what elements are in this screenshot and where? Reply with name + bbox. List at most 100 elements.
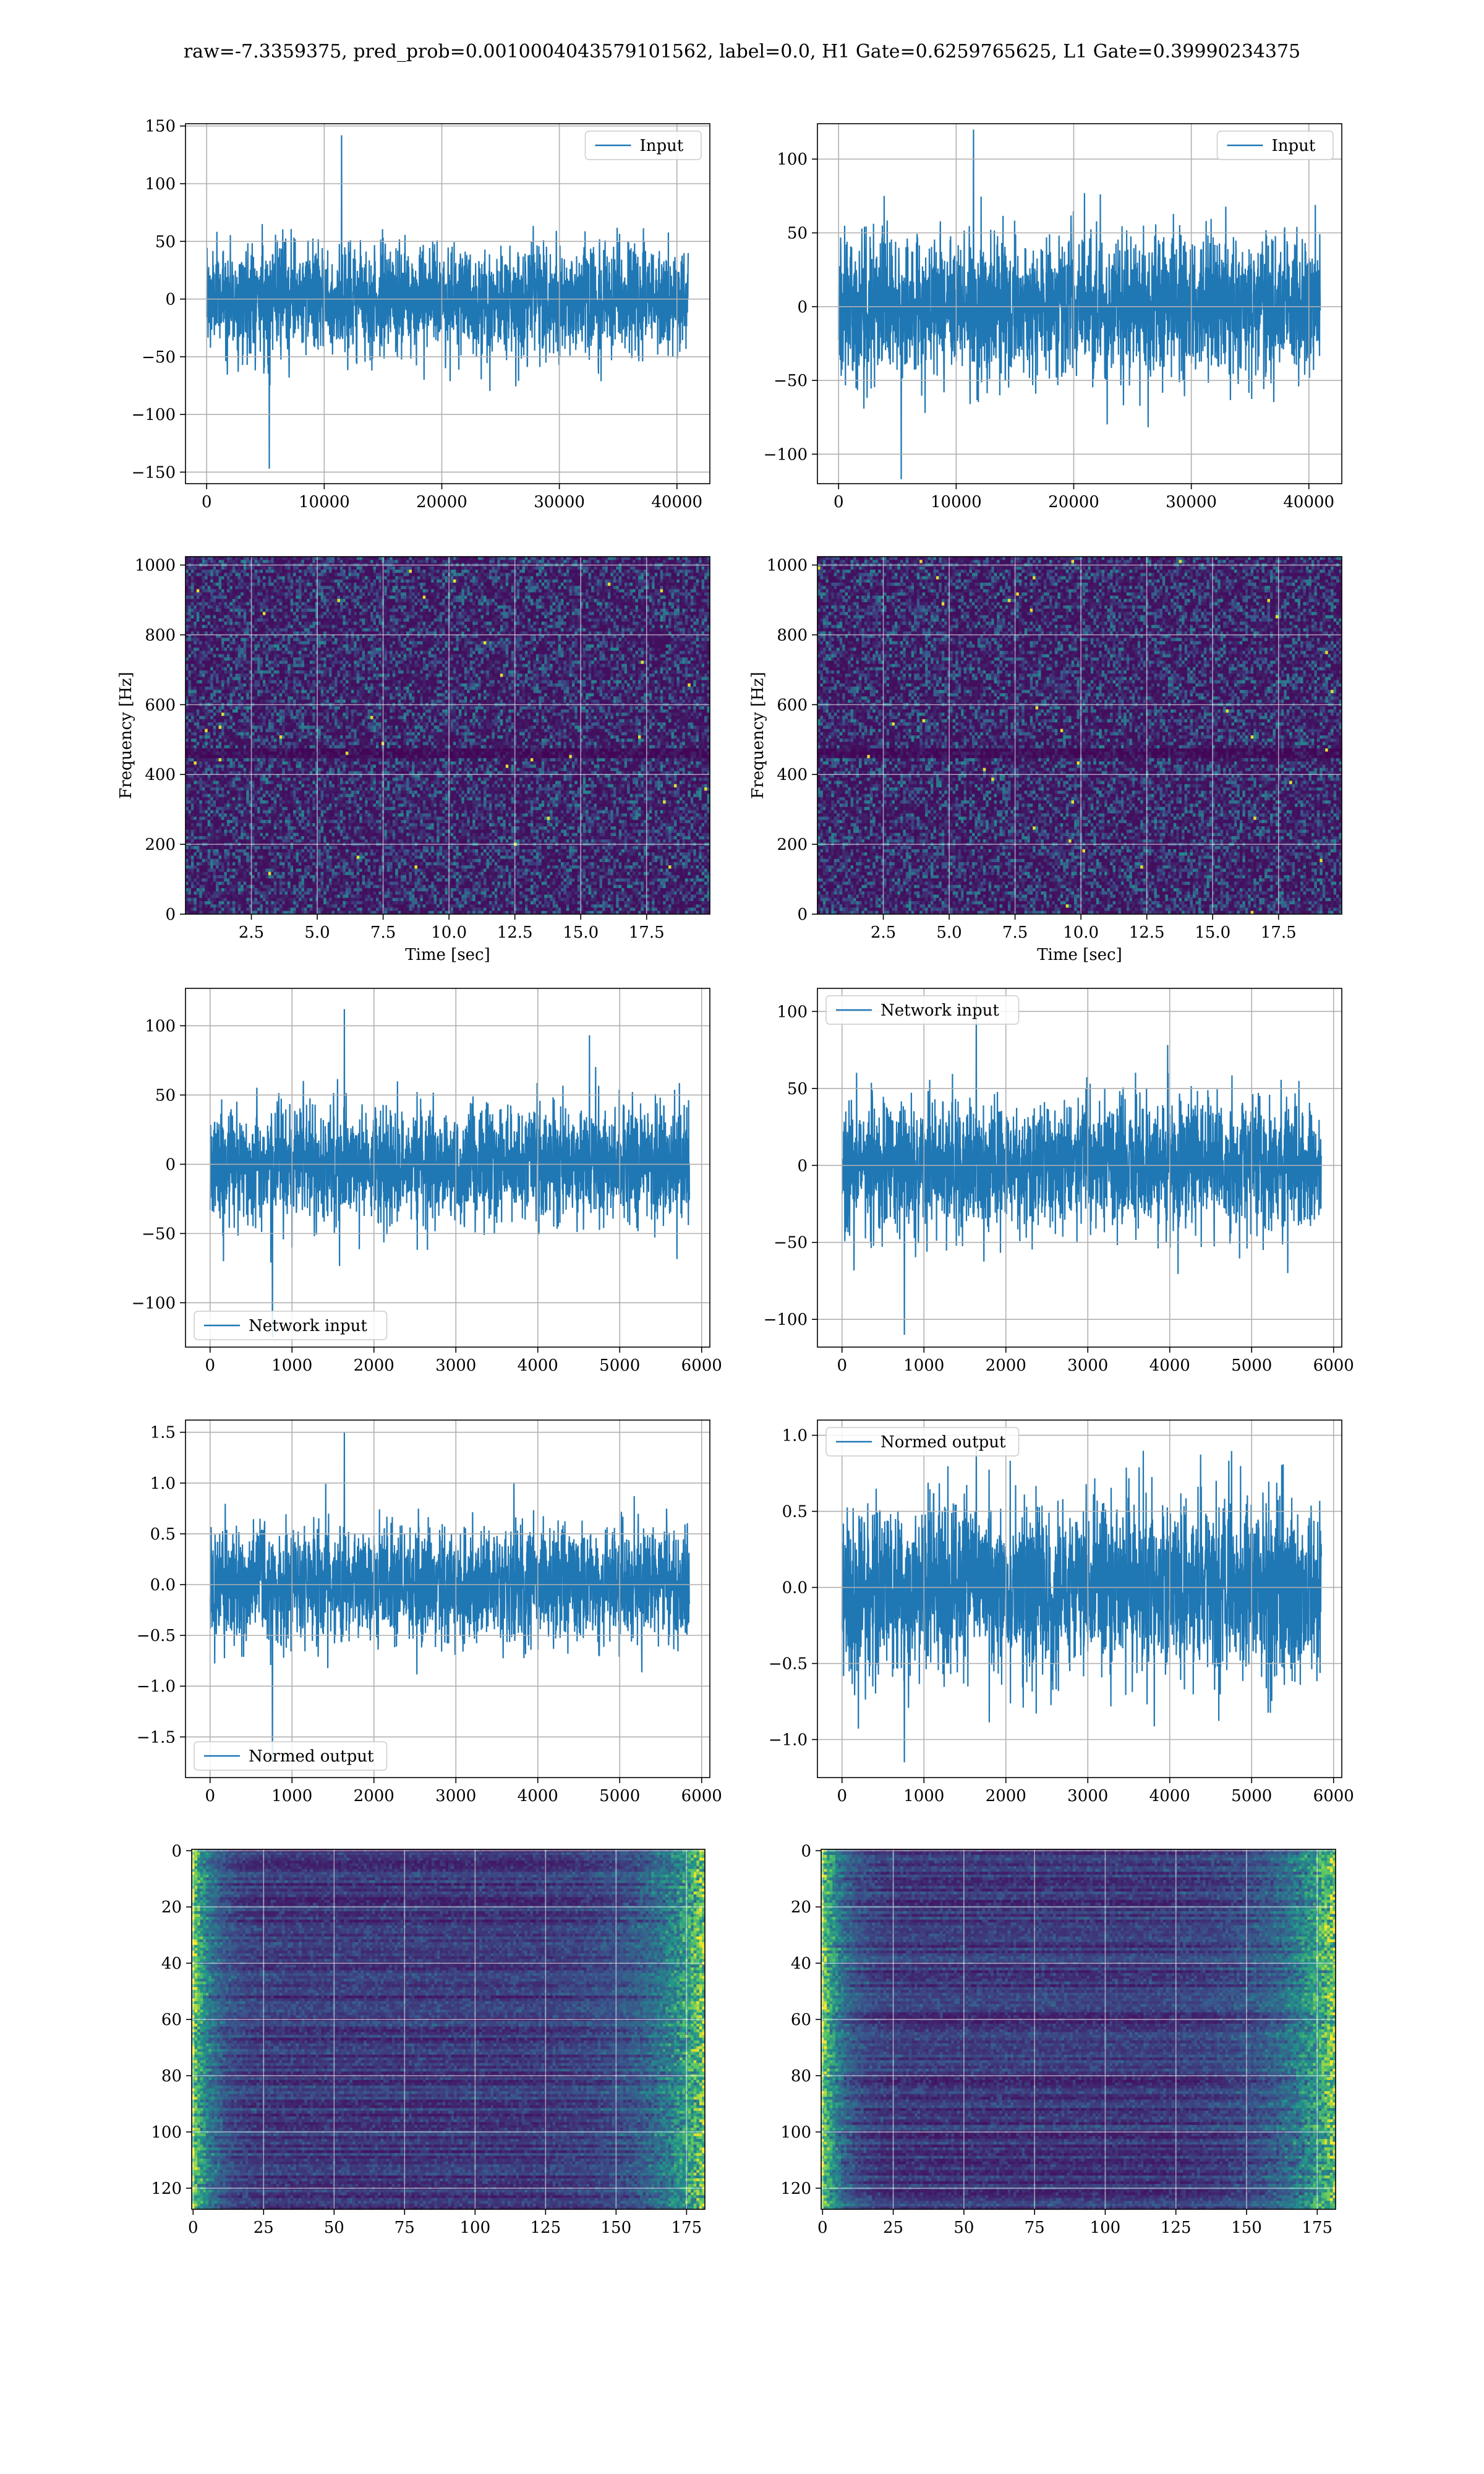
heatmap-cell [613,567,616,570]
heatmap-cell [668,576,672,580]
heatmap-cell [525,573,528,576]
heatmap-cell [348,570,351,573]
heatmap-cell [531,567,534,570]
heatmap-cell [326,557,330,560]
heatmap-cell [702,560,705,563]
heatmap-cell [412,570,415,573]
heatmap-cell [268,570,271,573]
heatmap-cell [616,557,619,560]
heatmap-cell [489,557,492,560]
heatmap-cell [221,570,224,573]
heatmap-cell [368,573,371,576]
heatmap-cell [359,576,362,580]
x-tick-label: 20000 [1048,493,1099,511]
heatmap-cell [227,557,230,560]
heatmap-cell [401,567,404,570]
heatmap-cell [655,570,658,573]
heatmap-cell [257,580,260,583]
heatmap-cell [373,557,376,560]
heatmap-cell [605,567,608,570]
heatmap-cell [691,573,694,576]
heatmap-cell [404,567,407,570]
heatmap-cell [619,560,622,563]
heatmap-cell [569,570,572,573]
heatmap-cell [232,580,236,583]
heatmap-cell [630,576,633,580]
heatmap-cell [348,567,351,570]
heatmap-cell [583,560,586,563]
heatmap-cell [544,573,547,576]
heatmap-cell [453,567,456,570]
heatmap-cell [376,560,379,563]
heatmap-cell [219,580,222,583]
heatmap-cell [536,570,539,573]
heatmap-cell [301,580,304,583]
heatmap-cell [216,557,219,560]
heatmap-cell [672,560,675,563]
heatmap-cell [343,576,346,580]
heatmap-cell [464,557,467,560]
heatmap-cell [323,557,326,560]
heatmap-cell [553,557,556,560]
heatmap-cell [655,573,658,576]
heatmap-cell [354,570,357,573]
heatmap-cell [417,570,420,573]
y-tick-label: −50 [142,348,176,367]
heatmap-cell [378,557,382,560]
heatmap-cell [232,573,236,576]
heatmap-cell [191,576,194,580]
x-tick-label: 20000 [416,493,467,511]
heatmap-cell [467,576,470,580]
heatmap-cell [431,560,434,563]
heatmap-cell [486,576,489,580]
heatmap-cell [660,557,663,560]
heatmap-cell [619,557,622,560]
heatmap-cell [244,570,247,573]
heatmap-cell [699,576,702,580]
y-tick-label: −150 [132,463,176,482]
heatmap-cell [550,560,553,563]
heatmap-cell [194,576,197,580]
heatmap-cell [522,576,526,580]
heatmap-cell [238,557,241,560]
heatmap-cell [255,560,258,563]
heatmap-cell [599,573,602,576]
heatmap-cell [279,557,283,560]
heatmap-cell [486,570,489,573]
heatmap-cell [291,567,294,570]
heatmap-cell [291,573,294,576]
heatmap-cell [208,567,211,570]
heatmap-cell [547,567,550,570]
heatmap-cell [641,557,644,560]
heatmap-cell [260,557,263,560]
heatmap-cell [434,570,437,573]
heatmap-cell [517,560,520,563]
heatmap-cell [553,560,556,563]
heatmap-cell [429,567,432,570]
heatmap-cell [227,560,230,563]
heatmap-cell [301,576,304,580]
heatmap-cell [335,567,338,570]
heatmap-cell [464,560,467,563]
heatmap-cell [657,560,660,563]
heatmap-cell [312,573,315,576]
heatmap-cell [459,567,462,570]
heatmap-cell [569,560,572,563]
heatmap-cell [257,557,260,560]
heatmap-cell [558,570,561,573]
heatmap-cell [437,570,440,573]
heatmap-cell [340,576,343,580]
heatmap-cell [605,573,608,576]
heatmap-cell [613,560,616,563]
heatmap-cell [569,557,572,560]
heatmap-cell [702,570,705,573]
heatmap-cell [674,567,677,570]
heatmap-cell [478,570,481,573]
heatmap-cell [533,567,536,570]
heatmap-cell [660,570,663,573]
heatmap-cell [329,573,332,576]
y-tick-label: 0 [797,298,808,317]
heatmap-cell [627,576,630,580]
heatmap-cell [357,573,360,576]
heatmap-cell [285,557,288,560]
